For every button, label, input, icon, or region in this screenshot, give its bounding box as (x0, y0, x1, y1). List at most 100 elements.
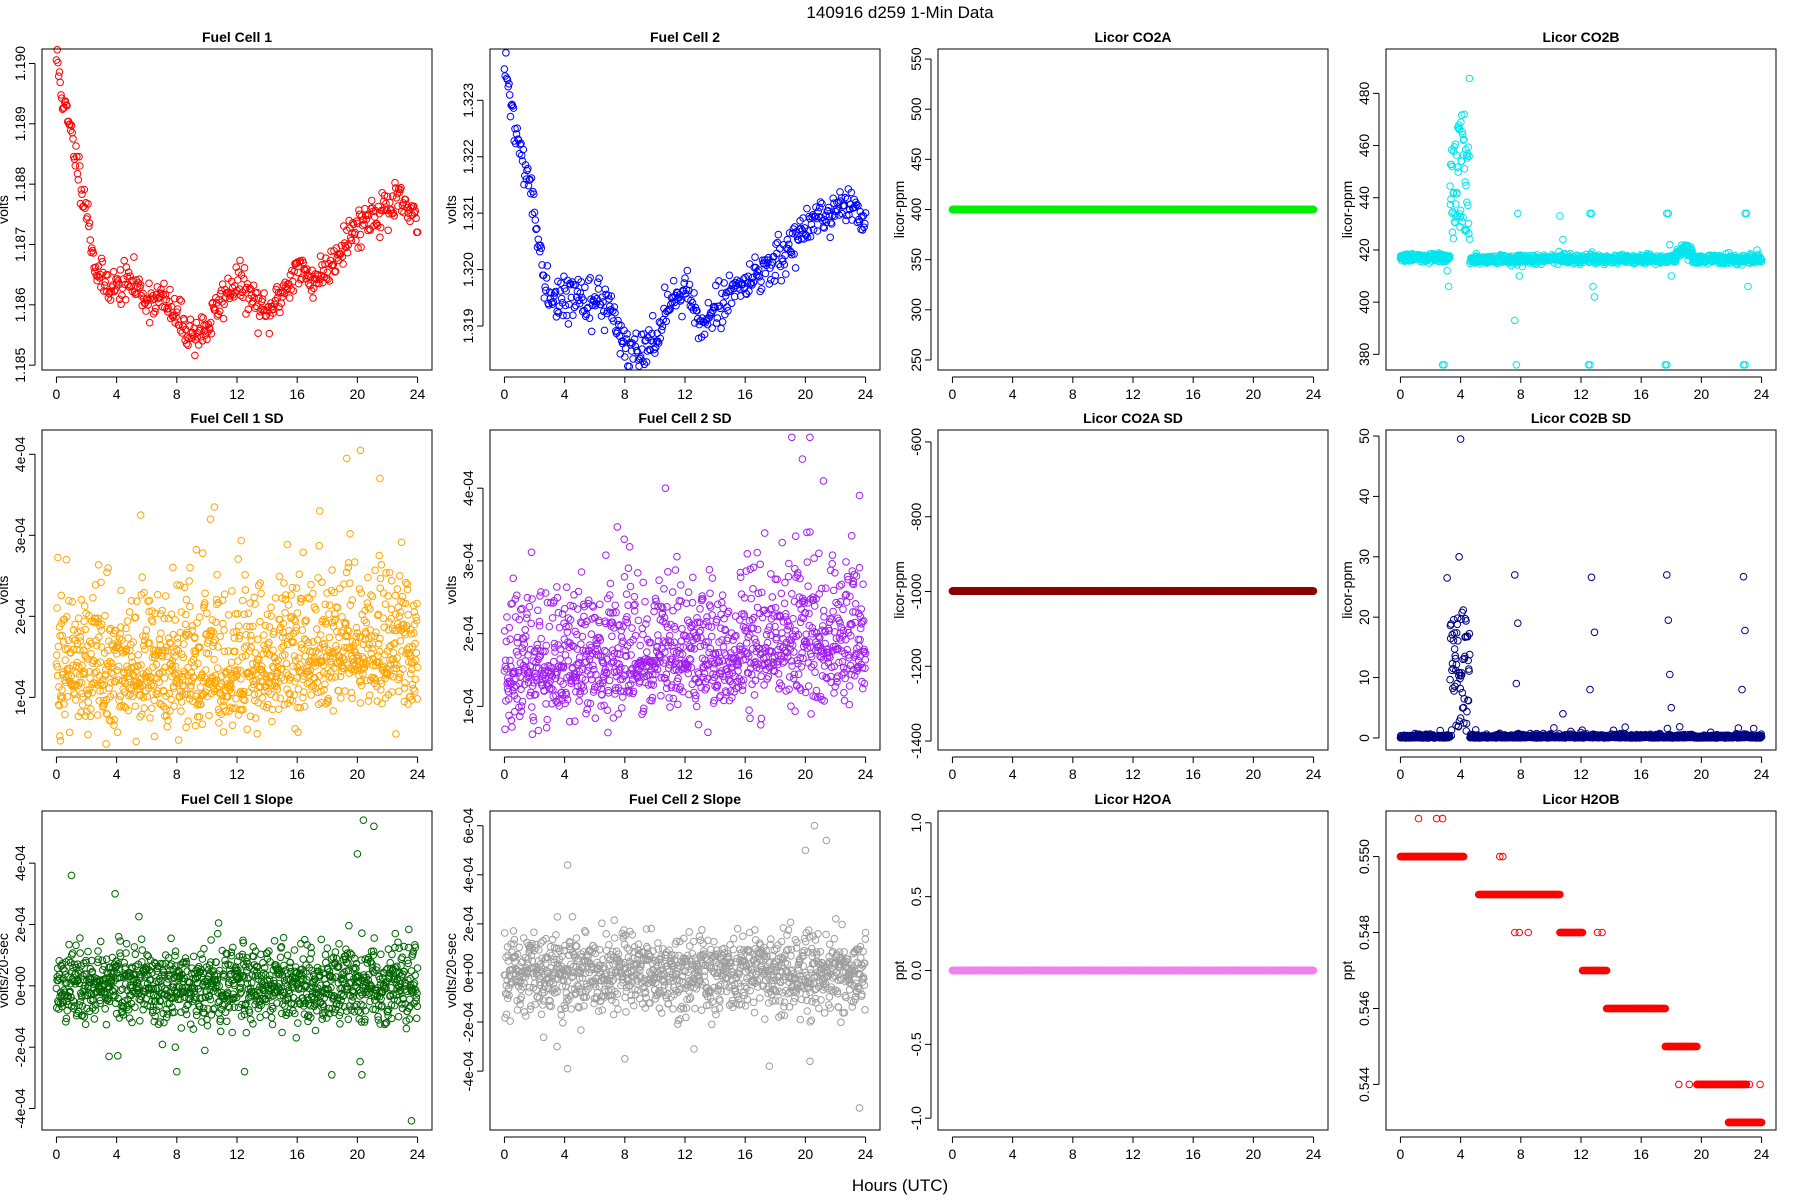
data-point (402, 578, 410, 587)
data-point (208, 299, 216, 308)
data-point (397, 183, 405, 192)
data-point (194, 341, 203, 349)
data-point (185, 577, 193, 585)
data-point (148, 704, 156, 713)
data-point (94, 561, 103, 569)
data-points (500, 49, 870, 371)
data-point (715, 277, 723, 285)
data-point (352, 236, 360, 245)
figure-x-axis-label: Hours (UTC) (852, 1176, 948, 1195)
data-point (1464, 219, 1473, 228)
data-point (78, 190, 86, 198)
data-point (186, 563, 194, 572)
data-point (522, 175, 531, 183)
data-point (181, 620, 190, 629)
data-point (700, 330, 709, 339)
data-point (376, 584, 385, 593)
data-point (154, 294, 162, 303)
data-point (116, 692, 125, 701)
data-point (344, 559, 353, 567)
data-point (395, 612, 404, 621)
data-point (767, 261, 776, 269)
data-point (600, 326, 609, 335)
data-point (97, 254, 106, 263)
data-point (587, 327, 596, 336)
data-point (239, 293, 247, 302)
data-point (357, 681, 366, 690)
data-point (409, 685, 418, 693)
data-point (220, 590, 229, 599)
data-point (567, 293, 576, 302)
data-point (254, 329, 262, 338)
data-point (213, 571, 221, 579)
data-point (54, 553, 62, 562)
data-point (164, 307, 172, 316)
data-points (52, 446, 422, 748)
data-point (176, 295, 184, 304)
data-point (250, 593, 258, 602)
data-point (192, 318, 201, 327)
y-tick-label: 1.186 (12, 287, 28, 322)
data-point (201, 589, 209, 598)
data-point (1515, 272, 1524, 280)
data-point (616, 350, 625, 358)
data-point (210, 655, 218, 664)
data-point (837, 194, 846, 202)
x-tick-label: 12 (229, 766, 245, 782)
data-point (576, 289, 585, 297)
data-point (55, 68, 64, 76)
data-point (648, 311, 657, 320)
data-point (519, 145, 528, 154)
data-point (156, 290, 165, 298)
data-point (174, 736, 183, 744)
data-point (186, 602, 194, 611)
data-point (380, 191, 389, 200)
data-point (238, 596, 247, 605)
data-point (806, 232, 815, 241)
data-point (669, 294, 677, 302)
data-point (689, 306, 698, 314)
data-point (67, 121, 76, 130)
data-point (53, 604, 61, 612)
y-tick-label: 1.187 (12, 227, 28, 262)
data-point (704, 298, 713, 307)
data-point (364, 573, 372, 582)
data-point (258, 295, 267, 304)
data-point (585, 314, 594, 323)
data-point (161, 291, 170, 299)
data-point (690, 289, 698, 297)
data-point (640, 360, 649, 369)
data-point (136, 281, 145, 289)
x-tick-label: 16 (737, 386, 753, 402)
data-point (531, 216, 540, 224)
data-point (65, 728, 74, 737)
x-tick-label: 4 (561, 386, 569, 402)
data-point (173, 308, 181, 317)
data-point (385, 198, 394, 207)
x-tick-label: 20 (1246, 386, 1262, 402)
data-point (1559, 235, 1567, 244)
data-point (1587, 209, 1596, 218)
data-point (377, 561, 386, 569)
data-point (69, 135, 77, 143)
x-tick-label: 0 (949, 386, 957, 402)
data-point (1514, 209, 1522, 218)
data-point (284, 601, 293, 609)
data-point (316, 252, 325, 261)
data-point (541, 283, 549, 291)
data-point (175, 321, 183, 330)
data-point (406, 670, 415, 678)
data-point (158, 289, 166, 298)
data-point (809, 225, 818, 234)
data-point (285, 294, 294, 302)
data-point (75, 152, 83, 161)
data-point (723, 303, 731, 311)
data-point (411, 207, 420, 215)
data-point (505, 91, 514, 99)
data-point (123, 272, 131, 281)
data-point (307, 691, 316, 699)
data-point (413, 228, 422, 236)
data-point (177, 707, 185, 715)
data-point (359, 216, 368, 224)
data-point (276, 694, 285, 703)
